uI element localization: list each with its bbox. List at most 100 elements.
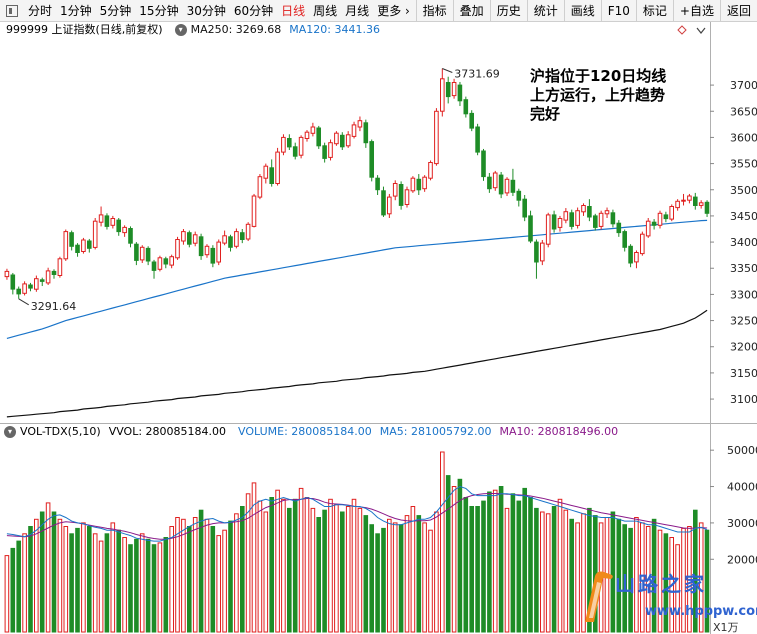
candle-body xyxy=(63,231,69,260)
tool-button-6[interactable]: 标记 xyxy=(635,0,673,22)
volume-bar xyxy=(63,526,69,633)
candle xyxy=(428,160,433,181)
volume-bar xyxy=(210,526,216,633)
price-tick-label: 3100 xyxy=(730,393,757,406)
volume-settings-icon[interactable]: ▾ xyxy=(4,426,16,438)
period-tab-1[interactable]: 1分钟 xyxy=(60,3,92,18)
candle-body xyxy=(575,210,580,226)
volume-bar xyxy=(528,497,533,633)
candle-body xyxy=(104,215,110,227)
period-tab-8[interactable]: 月线 xyxy=(345,3,370,18)
candle xyxy=(693,192,698,210)
watermark-logo-icon xyxy=(585,571,613,622)
indicator-settings-icon[interactable]: ▾ xyxy=(174,24,187,36)
period-tab-2[interactable]: 5分钟 xyxy=(99,3,132,18)
volume-bar xyxy=(157,542,163,633)
candle-body xyxy=(593,215,598,228)
candle-body xyxy=(510,179,516,193)
candle-body xyxy=(304,131,310,139)
volume-bar xyxy=(316,517,321,633)
candle-body xyxy=(222,235,227,244)
volume-bar xyxy=(340,511,345,633)
tool-button-1[interactable]: 叠加 xyxy=(452,0,490,22)
candle xyxy=(669,204,675,222)
candle xyxy=(463,96,469,118)
candle-body xyxy=(81,239,86,252)
candle xyxy=(263,163,269,184)
candle-body xyxy=(669,206,675,220)
volume-ma10-value: MA10: 280818496.00 xyxy=(499,425,619,438)
volume-bar xyxy=(145,538,151,633)
volume-bar xyxy=(151,544,157,633)
candle xyxy=(122,225,127,237)
candle-body xyxy=(216,241,221,263)
volume-bar xyxy=(651,518,657,633)
tool-button-7[interactable]: +自选 xyxy=(672,0,720,22)
candle-body xyxy=(516,190,522,201)
candle xyxy=(240,229,245,244)
volume-bar xyxy=(263,511,269,633)
volume-bar xyxy=(404,515,410,633)
candle-body xyxy=(16,288,21,295)
candle-body xyxy=(204,245,210,256)
volume-bar xyxy=(610,511,616,633)
tool-button-3[interactable]: 统计 xyxy=(526,0,564,22)
volume-bar xyxy=(557,498,563,633)
vvol-value: VVOL: 280085184.00 xyxy=(108,425,227,438)
volume-bar xyxy=(345,506,351,633)
volume-bar xyxy=(687,526,692,633)
volume-bar xyxy=(392,522,398,633)
candle-body xyxy=(440,78,445,112)
volume-bar xyxy=(304,497,310,633)
tool-button-4[interactable]: 画线 xyxy=(563,0,601,22)
candle xyxy=(187,230,192,248)
volume-tick-label: 40000 xyxy=(727,481,757,494)
period-tab-6[interactable]: 日线 xyxy=(281,3,306,18)
candle-body xyxy=(157,257,163,270)
candle-body xyxy=(257,176,263,198)
volume-bar xyxy=(75,527,80,633)
candle-body xyxy=(675,200,680,209)
candle xyxy=(645,218,651,238)
period-tab-3[interactable]: 15分钟 xyxy=(139,3,179,18)
candle xyxy=(657,210,663,229)
panel-toggle-icon[interactable] xyxy=(6,4,18,17)
period-tab-7[interactable]: 周线 xyxy=(313,3,338,18)
volume-bar xyxy=(516,500,522,633)
candle-body xyxy=(504,178,510,194)
volume-bar xyxy=(698,522,704,633)
candle-body xyxy=(287,138,292,148)
volume-bar xyxy=(198,509,204,633)
volume-bar xyxy=(487,491,492,633)
volume-bar xyxy=(669,537,675,633)
candle xyxy=(398,181,404,210)
tool-button-0[interactable]: 指标 xyxy=(415,0,453,22)
candle xyxy=(663,211,669,223)
tool-button-2[interactable]: 历史 xyxy=(489,0,527,22)
candle-body xyxy=(175,239,180,259)
volume-ma5-value: MA5: 281005792.00 xyxy=(379,425,492,438)
candle-body xyxy=(116,219,122,233)
price-tick-label: 3350 xyxy=(730,262,757,275)
period-tab-5[interactable]: 60分钟 xyxy=(233,3,274,18)
annotation-line-2: 上方运行，上升趋势 xyxy=(530,86,666,104)
tool-button-5[interactable]: F10 xyxy=(600,0,636,22)
ma250-value: MA250: 3269.68 xyxy=(190,23,282,36)
tool-button-8[interactable]: 返回 xyxy=(719,0,757,22)
period-tab-0[interactable]: 分时 xyxy=(28,3,53,18)
volume-bar xyxy=(22,533,27,633)
ma250-line xyxy=(6,309,708,418)
candle xyxy=(510,168,516,197)
volume-tick-label: 50000 xyxy=(727,444,757,457)
candle-body xyxy=(322,145,327,159)
candle xyxy=(298,135,304,159)
annotation-line-1: 沪指位于120日均线 xyxy=(530,67,667,85)
period-tab-9[interactable]: 更多 › xyxy=(377,3,410,18)
candle-body xyxy=(351,124,357,137)
volume-bar xyxy=(275,489,280,633)
volume-bar xyxy=(387,518,392,633)
period-tab-4[interactable]: 30分钟 xyxy=(186,3,226,18)
candle xyxy=(587,199,592,222)
candle xyxy=(292,142,298,160)
